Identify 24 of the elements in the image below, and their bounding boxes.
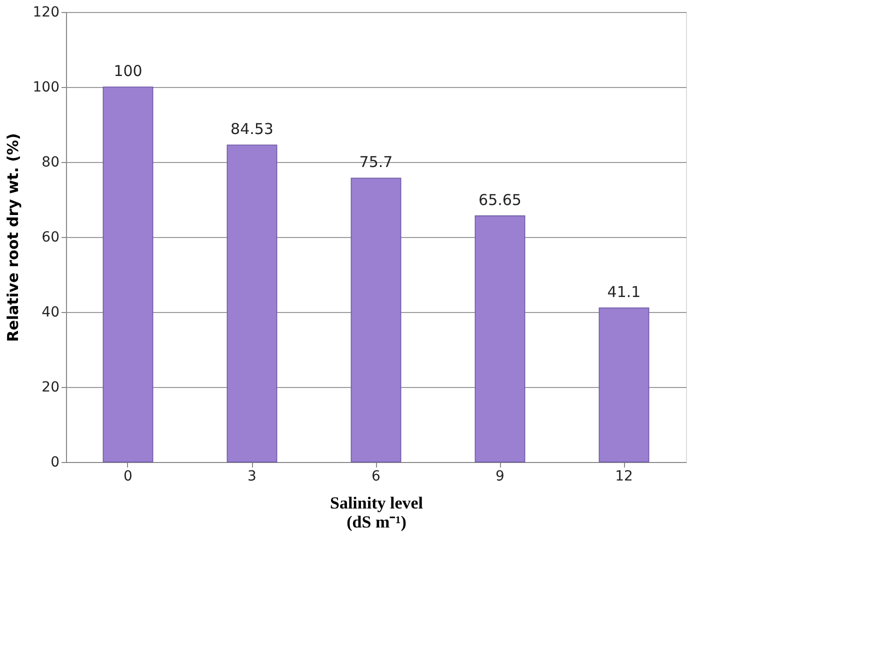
data-label: 41.1 xyxy=(607,282,641,301)
x-axis-title: Salinity level (dS m⁻¹) xyxy=(330,494,424,532)
y-tick-label: 100 xyxy=(32,80,60,96)
x-tick-label: 12 xyxy=(615,468,633,484)
bar xyxy=(598,307,650,462)
data-label: 100 xyxy=(114,62,142,80)
y-axis-title: Relative root dry wt. (%) xyxy=(4,133,22,342)
data-label: 84.53 xyxy=(230,120,274,138)
bar xyxy=(226,144,278,462)
y-tick-label: 40 xyxy=(42,304,60,320)
bar xyxy=(474,215,526,462)
x-tick-label: 3 xyxy=(248,468,256,484)
y-tick-label: 20 xyxy=(42,380,60,396)
y-tick-label: 80 xyxy=(42,154,60,170)
bar xyxy=(350,178,402,462)
x-tick-label: 9 xyxy=(496,468,504,484)
bar xyxy=(102,86,154,462)
y-tick-label: 60 xyxy=(42,230,60,246)
x-tick-label: 6 xyxy=(372,468,381,484)
data-label: 75.7 xyxy=(359,153,393,172)
x-tick-label: 0 xyxy=(124,468,132,484)
y-tick-label: 0 xyxy=(50,454,60,470)
y-tick-label: 120 xyxy=(32,4,60,20)
data-label: 65.65 xyxy=(478,190,522,209)
